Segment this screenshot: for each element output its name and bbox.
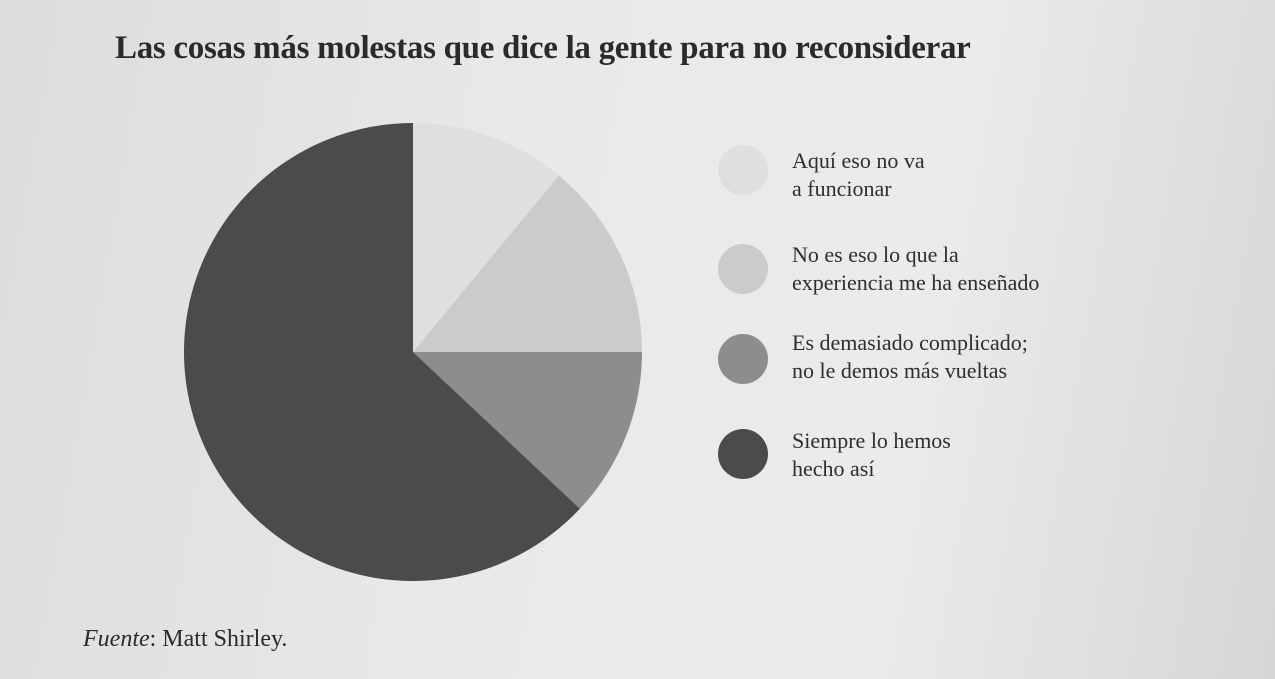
source-prefix: Fuente (83, 626, 150, 652)
pie-slice-3 (413, 352, 642, 509)
chart-title: Las cosas más molestas que dice la gente… (115, 30, 971, 66)
pie-slice-1 (413, 123, 559, 352)
pie-slice-2 (413, 175, 642, 352)
source-text: : Matt Shirley. (149, 626, 288, 652)
source-note: Fuente: Matt Shirley. (83, 626, 287, 653)
legend-swatch-4 (718, 429, 768, 479)
pie-slice-4 (183, 123, 580, 581)
legend-swatch-3 (718, 334, 768, 384)
legend-swatch-2 (718, 244, 768, 294)
legend-label-4: Siempre lo hemos hecho así (792, 428, 951, 481)
legend-label-3: Es demasiado complicado; no le demos más… (792, 330, 1028, 383)
legend-label-1: Aquí eso no va a funcionar (792, 148, 925, 201)
legend-label-2: No es eso lo que la experiencia me ha en… (792, 242, 1040, 295)
legend-swatch-1 (718, 145, 768, 195)
pie-slices (183, 123, 642, 581)
